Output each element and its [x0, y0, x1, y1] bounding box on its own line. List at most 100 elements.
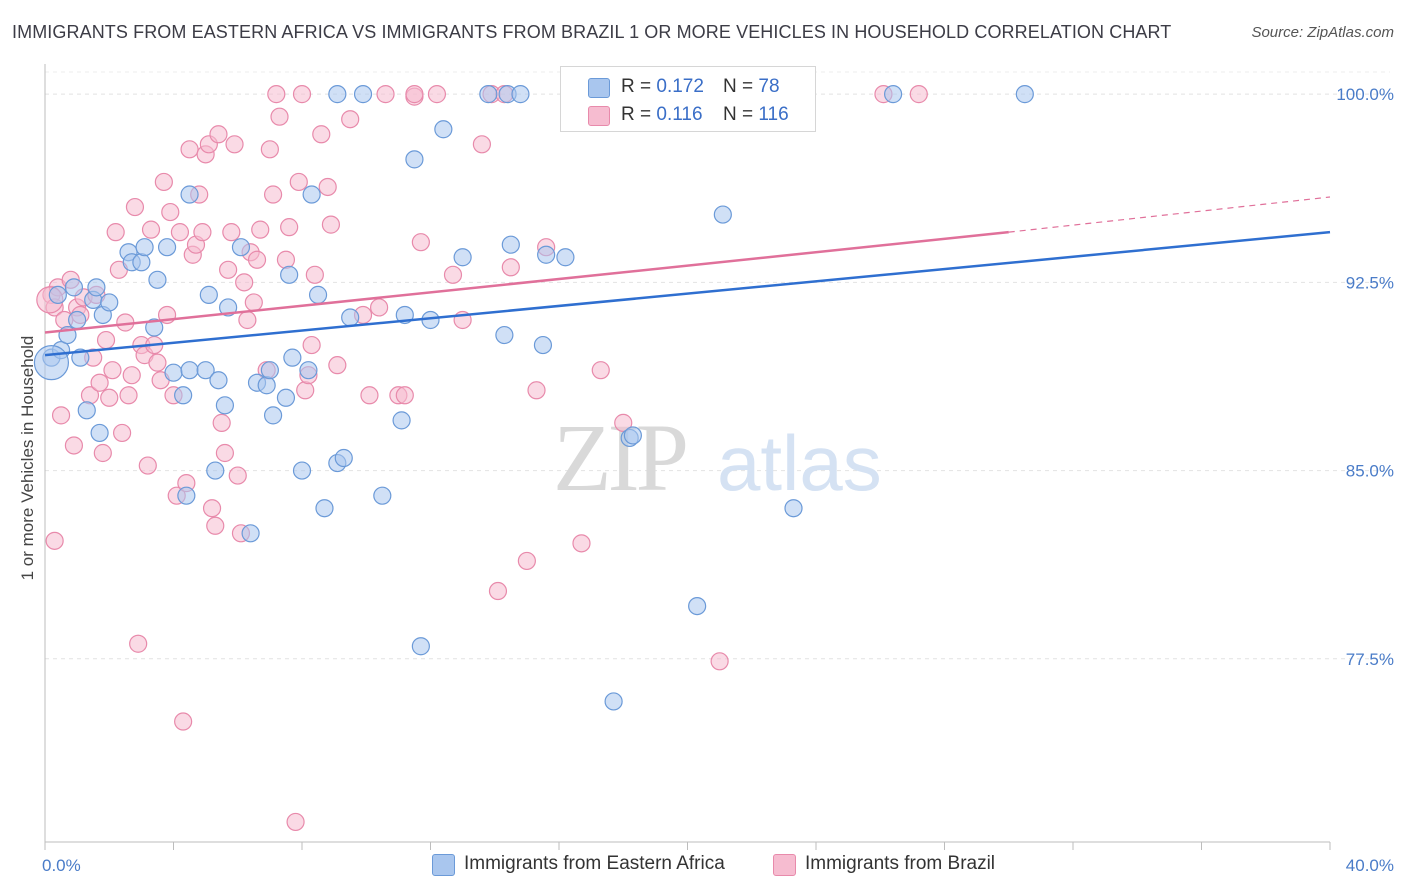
data-point: [334, 448, 353, 468]
data-point: [263, 185, 283, 204]
data-point: [93, 443, 112, 463]
data-point: [604, 692, 623, 711]
data-point: [119, 386, 138, 405]
data-point: [90, 423, 109, 443]
data-point: [154, 172, 173, 192]
y-tick-label: 77.5%: [1346, 650, 1394, 669]
data-point: [280, 265, 299, 284]
data-point: [96, 330, 116, 350]
legend-n-eastern-africa: N = 78: [723, 76, 780, 97]
data-point: [341, 308, 360, 327]
legend-row-eastern-africa: R = 0.172 N = 78: [561, 73, 815, 101]
data-point: [87, 278, 106, 297]
data-point: [517, 551, 536, 571]
legend-swatch-brazil: [773, 854, 796, 876]
data-point: [276, 250, 296, 269]
legend-label-eastern-africa: Immigrants from Eastern Africa: [464, 853, 725, 874]
series-eastern-africa-points: [33, 85, 1034, 711]
data-point: [251, 220, 270, 239]
data-point: [51, 406, 71, 425]
data-point: [103, 361, 122, 380]
data-point: [270, 107, 289, 126]
data-point: [328, 356, 347, 375]
data-point: [138, 456, 157, 475]
data-point: [453, 248, 472, 267]
data-point: [199, 285, 218, 304]
data-point: [318, 177, 337, 197]
legend-swatch-eastern-africa: [432, 854, 455, 876]
y-tick-label: 92.5%: [1346, 273, 1394, 292]
data-point: [174, 386, 193, 405]
data-point: [228, 466, 247, 485]
data-point: [129, 634, 148, 653]
data-point: [202, 499, 222, 518]
data-point: [125, 197, 145, 217]
data-point: [219, 260, 238, 279]
data-point: [302, 185, 321, 204]
data-point: [315, 499, 334, 518]
legend-label-brazil: Immigrants from Brazil: [805, 853, 996, 874]
data-point: [302, 335, 321, 355]
x-tick-label: 0.0%: [42, 856, 81, 875]
chart-title: IMMIGRANTS FROM EASTERN AFRICA VS IMMIGR…: [12, 22, 1172, 42]
data-point: [148, 270, 167, 289]
data-point: [215, 443, 234, 463]
data-point: [193, 223, 212, 242]
data-point: [209, 371, 228, 390]
data-point: [283, 348, 302, 367]
data-point: [328, 85, 347, 104]
data-point: [68, 310, 87, 330]
data-point: [276, 388, 296, 407]
data-point: [206, 461, 225, 480]
data-point: [180, 185, 199, 204]
legend-swatch-eastern-africa: [588, 78, 610, 98]
data-point: [135, 238, 154, 257]
data-point: [145, 318, 164, 337]
data-point: [308, 285, 328, 304]
data-point: [299, 361, 318, 380]
data-point: [100, 293, 119, 312]
data-point-large: [33, 345, 70, 381]
data-point: [292, 461, 312, 480]
data-point: [180, 140, 199, 159]
data-point: [353, 85, 373, 104]
data-point: [434, 120, 453, 139]
data-point: [376, 85, 395, 104]
data-point: [572, 534, 591, 553]
data-point: [537, 245, 556, 264]
data-point: [443, 265, 463, 284]
data-point: [688, 596, 707, 616]
data-point: [495, 325, 514, 345]
data-point: [148, 353, 167, 372]
grid-lines: [45, 71, 1390, 660]
data-point: [280, 218, 299, 237]
data-point: [296, 381, 315, 400]
x-tick-label: 40.0%: [1346, 856, 1394, 875]
data-point: [244, 293, 263, 312]
data-point: [405, 150, 424, 169]
watermark: ZIP atlas: [553, 404, 882, 511]
data-point: [395, 386, 414, 405]
data-point: [427, 85, 447, 104]
data-point: [260, 361, 279, 380]
data-point: [222, 223, 241, 242]
data-point: [180, 361, 199, 380]
data-point: [122, 366, 141, 385]
data-point: [209, 125, 228, 144]
data-point: [286, 812, 305, 832]
data-point: [112, 423, 132, 443]
legend-row-brazil: R = 0.116 N = 116: [561, 101, 815, 129]
data-point: [312, 125, 331, 144]
data-point: [241, 524, 260, 543]
trend-lines: [44, 196, 1331, 357]
y-tick-label: 100.0%: [1336, 85, 1394, 104]
data-point: [883, 85, 903, 104]
data-point: [501, 258, 520, 277]
data-point: [267, 85, 286, 104]
data-point: [263, 406, 283, 425]
data-point: [164, 363, 183, 382]
data-point: [713, 205, 732, 224]
data-point: [100, 388, 119, 407]
y-axis-label: 1 or more Vehicles in Household: [18, 336, 37, 581]
